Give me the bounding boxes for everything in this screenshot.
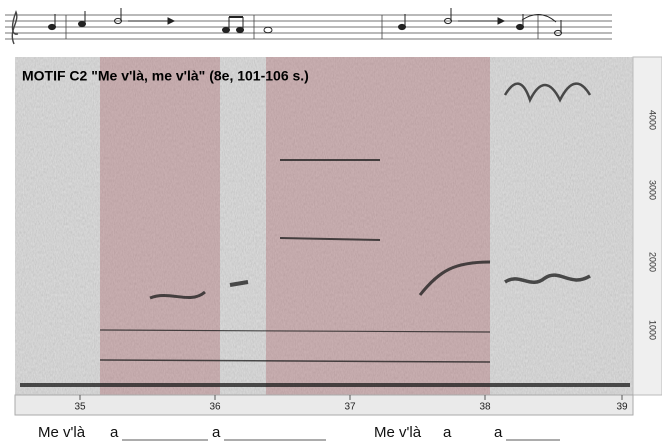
y-label: 1000: [648, 320, 658, 340]
x-tick-label: 36: [209, 402, 221, 413]
x-tick-label: 37: [344, 402, 356, 413]
lyrics: Me v'là a a Me v'là a a: [38, 424, 560, 441]
lyric: a: [110, 424, 119, 441]
lyric: a: [494, 424, 503, 441]
music-staff: [5, 10, 612, 45]
lyric: a: [443, 424, 452, 441]
y-label: 4000: [648, 110, 658, 130]
y-label: 2000: [648, 252, 658, 272]
x-tick-label: 38: [479, 402, 491, 413]
lyric: a: [212, 424, 221, 441]
x-tick-label: 35: [74, 402, 86, 413]
spectrogram: MOTIF C2 "Me v'là, me v'là" (8e, 101-106…: [15, 57, 633, 395]
title: MOTIF C2 "Me v'là, me v'là" (8e, 101-106…: [22, 68, 309, 84]
lyric: Me v'là: [374, 424, 422, 441]
lyric: Me v'là: [38, 424, 86, 441]
x-tick-label: 39: [616, 402, 628, 413]
right-axis: 4000 3000 2000 1000: [632, 56, 662, 396]
y-label: 3000: [648, 180, 658, 200]
x-axis: 35 36 37 38 39: [14, 394, 634, 416]
music-notes: [48, 8, 562, 37]
